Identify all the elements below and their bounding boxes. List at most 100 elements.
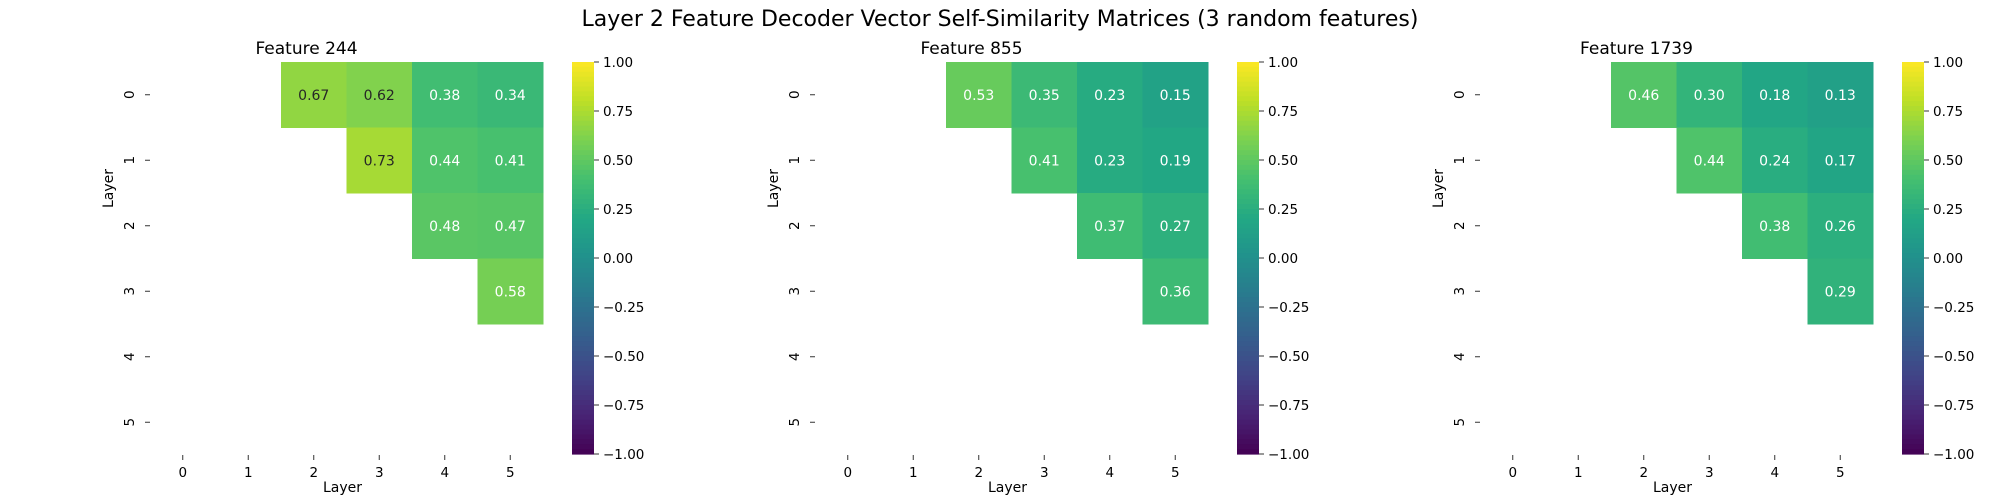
x-tick-label-0: 0 <box>1508 465 1517 481</box>
colorbar-segment <box>572 238 594 244</box>
colorbar-segment <box>1237 130 1259 137</box>
colorbar-segment <box>1902 405 1924 411</box>
y-tick-label-2: 2 <box>122 221 138 230</box>
colorbar-segment <box>1237 243 1259 249</box>
colorbar-segment <box>1237 351 1259 357</box>
colorbar-tick-label-2: 0.50 <box>603 153 633 169</box>
colorbar-segment <box>572 76 594 83</box>
cell-value-label-r1-c5: 0.19 <box>1160 153 1191 169</box>
colorbar-segment <box>572 209 594 215</box>
x-tick-label-2: 2 <box>1639 465 1648 481</box>
colorbar-segment <box>572 390 594 396</box>
colorbar-segment <box>1902 429 1924 435</box>
colorbar-segment <box>1902 179 1924 186</box>
colorbar-tick-label-1: 0.75 <box>1268 104 1298 120</box>
colorbar-segment <box>572 341 594 347</box>
colorbar-segment <box>1902 125 1924 132</box>
x-tick-label-5: 5 <box>506 465 515 481</box>
colorbar-segment <box>1902 115 1924 122</box>
colorbar-segment <box>1237 292 1259 298</box>
colorbar-segment <box>1237 346 1259 352</box>
colorbar-segment <box>1237 248 1259 254</box>
colorbar-segment <box>1902 81 1924 88</box>
heatmap-cell-r1-c4 <box>1742 127 1808 194</box>
colorbar-segment <box>572 233 594 239</box>
colorbar-segment <box>1237 360 1259 367</box>
colorbar-segment <box>1237 307 1259 313</box>
heatmap-cell-r2-c5 <box>1142 193 1209 259</box>
colorbar-segment <box>1237 233 1259 239</box>
colorbar-tick-label-4: 0.00 <box>603 251 633 267</box>
colorbar-segment <box>572 253 594 259</box>
colorbar-segment <box>572 326 594 333</box>
colorbar-segment <box>1237 258 1259 264</box>
y-tick-label-3: 3 <box>122 287 138 296</box>
colorbar-segment <box>1237 390 1259 396</box>
colorbar-segment <box>572 370 594 377</box>
colorbar-segment <box>1237 356 1259 362</box>
x-tick-label-2: 2 <box>309 465 318 481</box>
colorbar-segment <box>1902 316 1924 323</box>
colorbar-segment <box>1902 311 1924 318</box>
colorbar-segment <box>1237 424 1259 431</box>
colorbar-segment <box>1237 253 1259 259</box>
cell-value-label-r0-c4: 0.38 <box>429 88 460 104</box>
colorbar-segment <box>572 449 594 455</box>
colorbar-segment <box>1237 287 1259 293</box>
colorbar-segment <box>572 169 594 176</box>
heatmap-cell-r1-c4 <box>1077 127 1143 194</box>
colorbar-segment <box>1237 267 1259 274</box>
y-tick-label-4: 4 <box>122 352 138 361</box>
colorbar-segment <box>572 385 594 391</box>
colorbar-segment <box>1237 321 1259 328</box>
colorbar-tick-label-3: 0.25 <box>603 202 633 218</box>
colorbar-segment <box>1902 272 1924 279</box>
panel-title: Feature 1739 <box>1580 39 1693 59</box>
heatmap-panel-1: Feature 244 0.67 0.62 0.38 0.34 0.73 0.44 0.41 0… <box>101 39 644 496</box>
x-tick-label-0: 0 <box>178 465 187 481</box>
colorbar-tick-label-4: 0.00 <box>1268 251 1298 267</box>
colorbar-segment <box>1902 365 1924 372</box>
heatmap-cell-r1-c5 <box>477 127 544 194</box>
colorbar-segment <box>1902 160 1924 166</box>
colorbar-segment <box>1237 135 1259 141</box>
colorbar-segment <box>1237 101 1259 107</box>
colorbar-segment <box>1237 223 1259 230</box>
x-tick-label-0: 0 <box>843 465 852 481</box>
y-tick-label-4: 4 <box>1452 352 1468 361</box>
colorbar-segment <box>572 145 594 151</box>
colorbar-segment <box>572 66 594 73</box>
colorbar-segment <box>572 395 594 401</box>
colorbar-segment <box>1237 62 1259 68</box>
colorbar-segment <box>1902 155 1924 161</box>
colorbar-segment <box>1902 91 1924 97</box>
figure-title: Layer 2 Feature Decoder Vector Self-Simi… <box>582 7 1419 32</box>
colorbar-segment <box>1237 106 1259 112</box>
colorbar-segment <box>572 302 594 308</box>
colorbar-segment <box>572 189 594 195</box>
colorbar-segment <box>1902 111 1924 117</box>
colorbar-segment <box>572 130 594 137</box>
colorbar-segment <box>572 174 594 181</box>
colorbar-segment <box>572 346 594 352</box>
colorbar-segment <box>572 321 594 328</box>
colorbar-segment <box>1237 414 1259 421</box>
heatmap-cell-r0-c2 <box>946 62 1012 128</box>
y-axis-label: Layer <box>101 169 117 208</box>
colorbar-segment <box>572 380 594 386</box>
colorbar-segment <box>1902 419 1924 426</box>
colorbar-segment <box>1902 184 1924 190</box>
colorbar-tick-label-2: 0.50 <box>1933 153 1963 169</box>
y-tick-label-1: 1 <box>122 156 138 165</box>
colorbar-segment <box>572 106 594 112</box>
colorbar-segment <box>1902 218 1924 225</box>
colorbar-segment <box>1902 277 1924 284</box>
colorbar-segment <box>572 223 594 230</box>
colorbar-segment <box>1902 76 1924 83</box>
colorbar-segment <box>1237 76 1259 83</box>
colorbar-segment <box>1902 213 1924 220</box>
colorbar-tick-label-5: −0.25 <box>1268 300 1309 316</box>
colorbar-segment <box>1237 365 1259 372</box>
colorbar-tick-label-6: −0.50 <box>1268 349 1309 365</box>
